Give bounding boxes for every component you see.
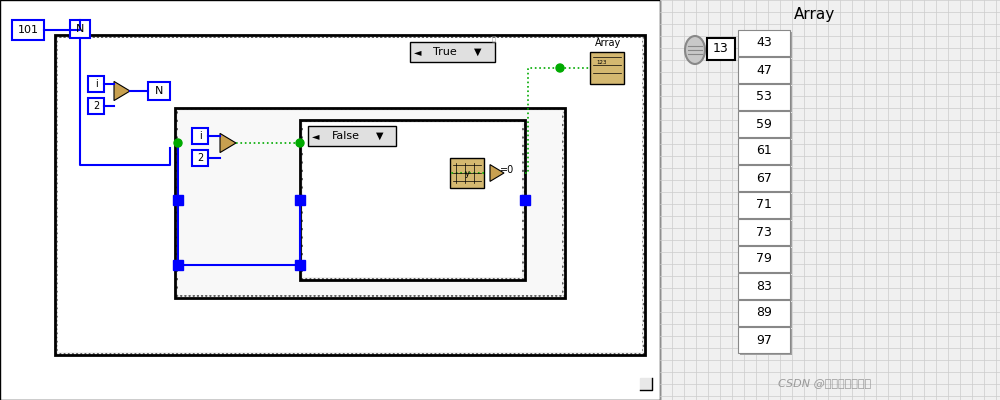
Bar: [740, 113, 792, 139]
Bar: [738, 84, 790, 110]
Circle shape: [296, 139, 304, 147]
Bar: [738, 219, 790, 245]
Text: ▼: ▼: [474, 47, 482, 57]
Text: N: N: [155, 86, 163, 96]
Bar: [738, 246, 790, 272]
Bar: [740, 302, 792, 328]
Text: 73: 73: [756, 226, 772, 238]
Text: i: i: [95, 79, 97, 89]
Bar: [738, 300, 790, 326]
Bar: [88, 76, 104, 92]
Bar: [58, 38, 642, 352]
Bar: [740, 221, 792, 247]
Bar: [738, 192, 790, 218]
Bar: [88, 98, 104, 114]
Bar: [738, 273, 790, 299]
Bar: [738, 57, 790, 83]
Bar: [175, 108, 565, 298]
Bar: [738, 165, 790, 191]
Bar: [295, 260, 305, 270]
Bar: [303, 123, 522, 277]
Text: 43: 43: [756, 36, 772, 50]
Bar: [0, 0, 660, 400]
Text: N: N: [76, 24, 84, 34]
Bar: [738, 327, 790, 353]
Bar: [740, 140, 792, 166]
Bar: [178, 111, 562, 295]
Text: 59: 59: [756, 118, 772, 130]
Text: 97: 97: [756, 334, 772, 346]
Circle shape: [556, 64, 564, 72]
Text: ◄: ◄: [414, 47, 422, 57]
Bar: [740, 329, 792, 355]
Bar: [738, 111, 790, 137]
Bar: [300, 120, 525, 280]
Bar: [707, 38, 735, 60]
Bar: [738, 138, 790, 164]
Text: True: True: [433, 47, 457, 57]
Text: 61: 61: [756, 144, 772, 158]
Text: 13: 13: [713, 42, 729, 56]
Bar: [295, 195, 305, 205]
Bar: [740, 275, 792, 301]
Bar: [55, 35, 645, 355]
Text: 53: 53: [756, 90, 772, 104]
Bar: [192, 150, 208, 166]
Circle shape: [174, 139, 182, 147]
Bar: [740, 167, 792, 193]
Bar: [308, 126, 396, 146]
Text: Array: Array: [595, 38, 621, 48]
Bar: [520, 195, 530, 205]
Text: 89: 89: [756, 306, 772, 320]
Bar: [300, 120, 525, 280]
Bar: [175, 108, 565, 298]
Bar: [148, 82, 170, 100]
Text: 123: 123: [597, 60, 607, 64]
Text: 47: 47: [756, 64, 772, 76]
Text: 71: 71: [756, 198, 772, 212]
Bar: [738, 30, 790, 56]
Text: 83: 83: [756, 280, 772, 292]
Text: False: False: [332, 131, 360, 141]
Ellipse shape: [685, 36, 705, 64]
Polygon shape: [220, 133, 236, 152]
Text: ◄: ◄: [312, 131, 320, 141]
Polygon shape: [640, 378, 652, 390]
Polygon shape: [114, 81, 130, 101]
Text: Array: Array: [794, 8, 836, 22]
Text: 2: 2: [93, 101, 99, 111]
Text: CSDN @花飞花落花满楼: CSDN @花飞花落花满楼: [778, 378, 872, 388]
Text: =0: =0: [500, 165, 514, 175]
Bar: [740, 59, 792, 85]
Text: ▼: ▼: [376, 131, 384, 141]
Text: ᪤: ᪤: [492, 35, 496, 42]
Bar: [740, 32, 792, 58]
Bar: [70, 20, 90, 38]
Bar: [55, 35, 645, 355]
Text: 2: 2: [197, 153, 203, 163]
Bar: [173, 195, 183, 205]
Bar: [410, 42, 495, 62]
Text: y: y: [464, 168, 470, 178]
Bar: [12, 20, 44, 40]
Bar: [173, 260, 183, 270]
Text: i: i: [199, 131, 201, 141]
Bar: [740, 248, 792, 274]
Bar: [450, 158, 484, 188]
Text: 101: 101: [18, 25, 38, 35]
Bar: [740, 86, 792, 112]
Text: 67: 67: [756, 172, 772, 184]
Bar: [192, 128, 208, 144]
Text: 79: 79: [756, 252, 772, 266]
Bar: [590, 52, 624, 84]
Polygon shape: [490, 165, 504, 182]
Bar: [740, 194, 792, 220]
